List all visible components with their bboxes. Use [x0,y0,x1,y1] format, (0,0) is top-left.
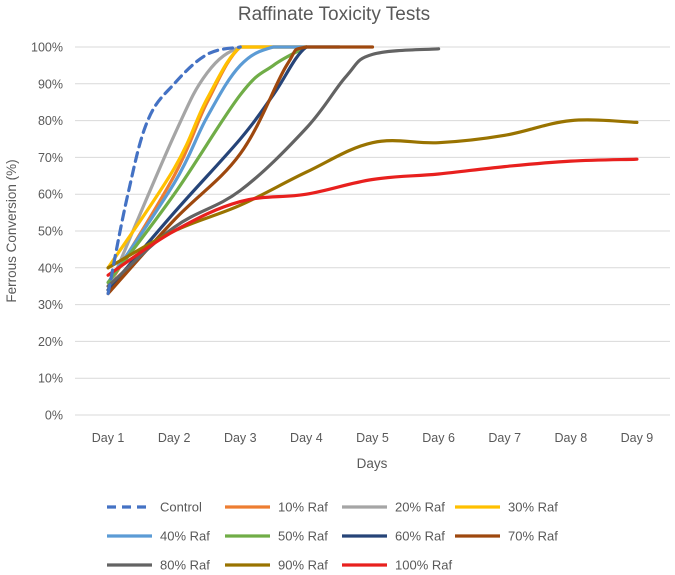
y-axis-ticks: 0% 10% 20% 30% 40% 50% 60% 70% 80% 90% 100% [31,41,63,423]
series-lines [106,45,639,296]
legend-item: 40% Raf [107,529,210,544]
legend-item: 60% Raf [342,529,445,544]
legend-item: 10% Raf [225,500,328,515]
series-line-70-raf [106,45,375,296]
legend-item: 90% Raf [225,558,328,573]
x-tick-label: Day 2 [158,431,191,445]
chart-title: Raffinate Toxicity Tests [238,4,430,25]
y-tick-label: 20% [38,335,63,349]
y-tick-label: 90% [38,77,63,91]
legend-item: 70% Raf [455,529,558,544]
y-tick-label: 30% [38,298,63,312]
legend-label: 90% Raf [278,558,328,573]
x-tick-label: Day 8 [555,431,588,445]
x-tick-label: Day 1 [92,431,125,445]
y-tick-label: 70% [38,151,63,165]
x-axis-ticks: Day 1 Day 2 Day 3 Day 4 Day 5 Day 6 Day 7 Day 8… [92,431,654,445]
x-tick-label: Day 4 [290,431,323,445]
legend-item: 30% Raf [455,500,558,515]
y-tick-label: 40% [38,261,63,275]
series-line-100-raf [106,157,639,277]
y-axis-label: Ferrous Conversion (%) [4,159,19,302]
x-tick-label: Day 7 [488,431,521,445]
x-tick-label: Day 3 [224,431,257,445]
legend-label: 50% Raf [278,529,328,544]
legend-item: 80% Raf [107,558,210,573]
legend-label: 40% Raf [160,529,210,544]
legend-item: Control [107,500,202,515]
series-line-80-raf [106,47,441,288]
x-tick-label: Day 6 [422,431,455,445]
legend-label: 60% Raf [395,529,445,544]
legend-item: 50% Raf [225,529,328,544]
series-line-50-raf [106,45,308,285]
legend-label: 20% Raf [395,500,445,515]
series-line-90-raf [106,118,639,270]
y-tick-label: 80% [38,114,63,128]
legend-item: 100% Raf [342,558,452,573]
x-tick-label: Day 5 [356,431,389,445]
y-tick-label: 100% [31,41,63,55]
y-tick-label: 50% [38,225,63,239]
y-tick-label: 60% [38,188,63,202]
x-axis-label: Days [357,456,388,471]
legend-label: Control [160,500,202,515]
legend: Control 10% Raf 20% Raf 30% Raf 40% Raf 50% R… [107,500,558,573]
y-tick-label: 0% [45,409,63,423]
legend-label: 80% Raf [160,558,210,573]
x-tick-label: Day 9 [621,431,654,445]
legend-item: 20% Raf [342,500,445,515]
legend-label: 30% Raf [508,500,558,515]
legend-label: 70% Raf [508,529,558,544]
legend-label: 10% Raf [278,500,328,515]
legend-label: 100% Raf [395,558,452,573]
series-line-40-raf [106,45,308,285]
y-tick-label: 10% [38,372,63,386]
